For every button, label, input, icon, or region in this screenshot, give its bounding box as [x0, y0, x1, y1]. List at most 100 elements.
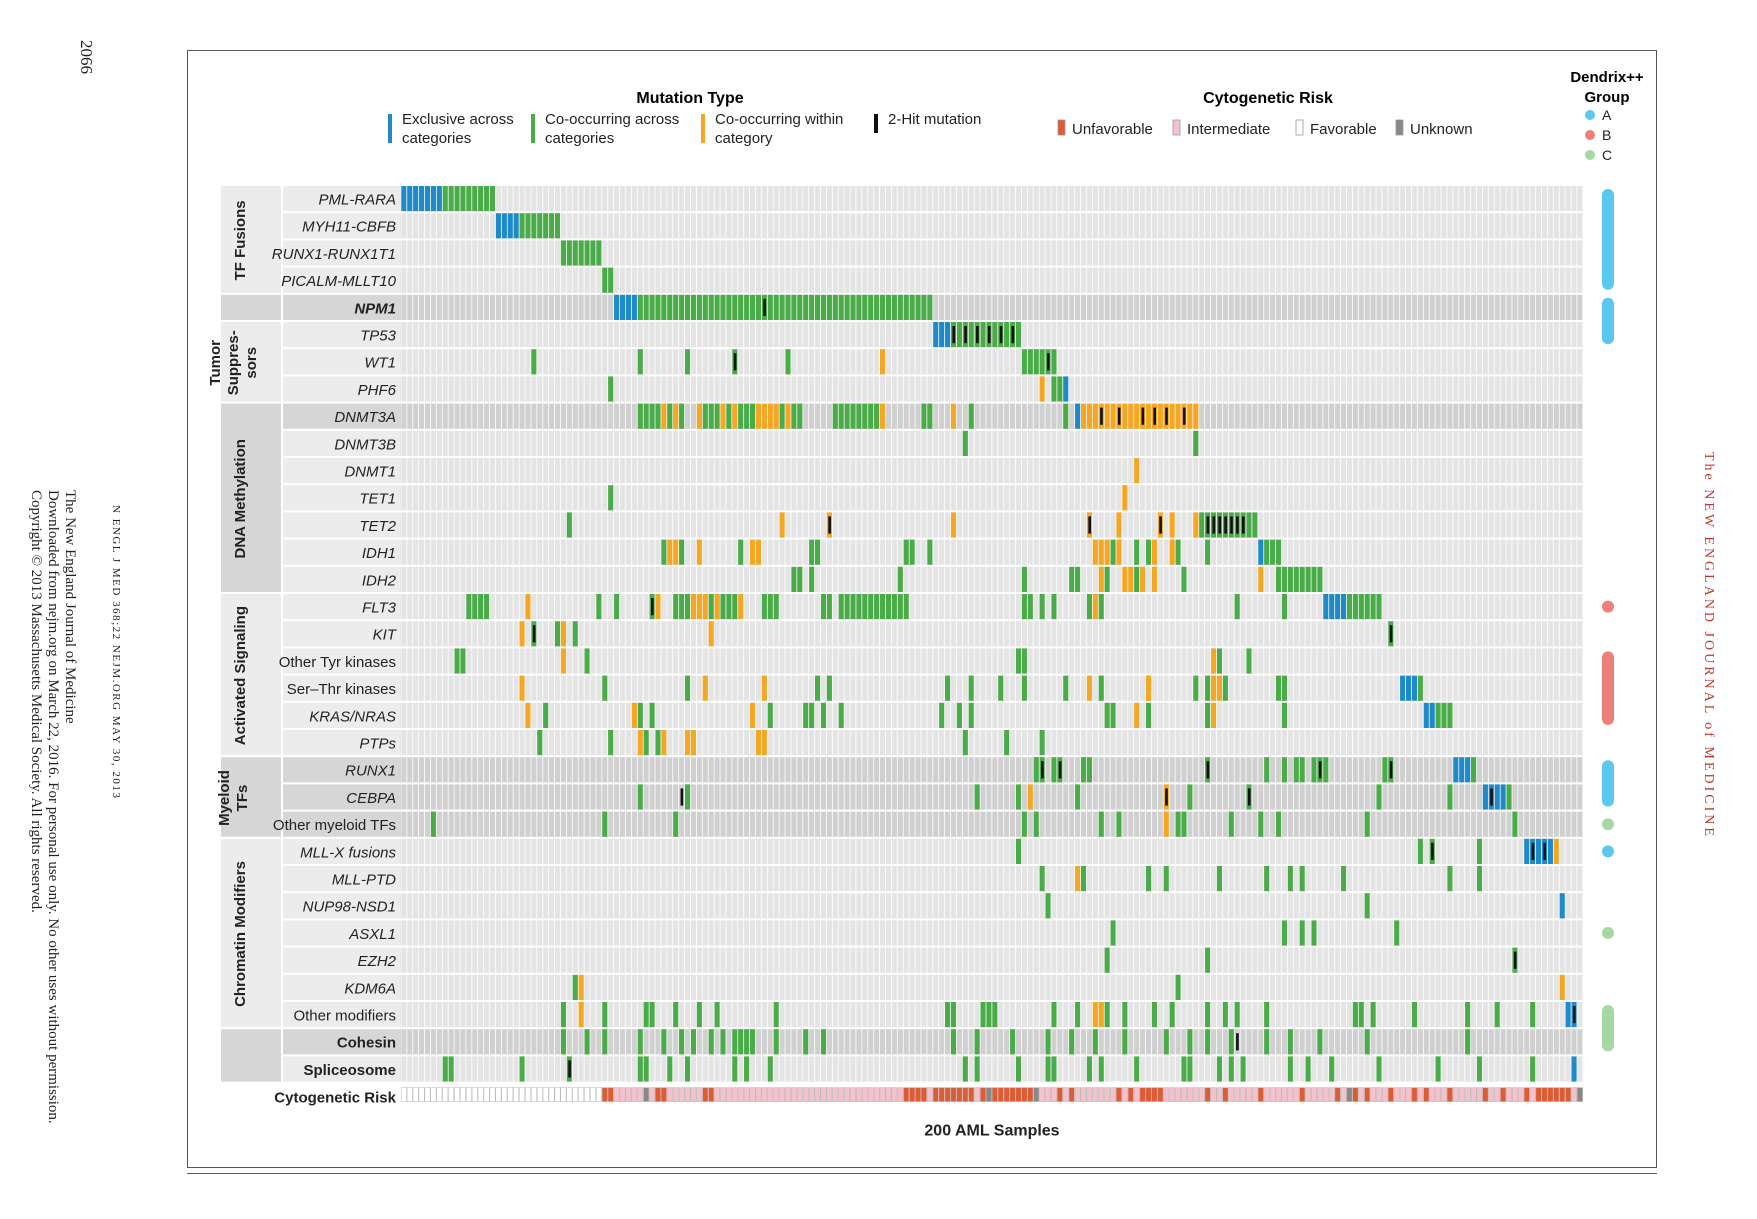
sample-cell: [1530, 757, 1536, 783]
sample-cell: [614, 213, 620, 239]
sample-cell: [838, 566, 844, 592]
sample-cell: [809, 186, 815, 212]
sample-cell: [832, 648, 838, 674]
sample-cell: [684, 186, 691, 212]
sample-cell: [1388, 648, 1394, 674]
sample-cell: [596, 730, 602, 756]
sample-cell: [501, 702, 507, 728]
sample-cell: [1358, 702, 1364, 728]
sample-cell: [484, 458, 490, 484]
sample-cell: [1530, 240, 1536, 266]
sample-cell: [619, 267, 626, 293]
sample-cell: [1423, 621, 1429, 647]
sample-cell: [1447, 757, 1453, 783]
sample-cell: [773, 267, 779, 293]
sample-cell: [962, 539, 968, 565]
mutation-mark-two-hit: [1236, 516, 1239, 534]
sample-cell: [1488, 430, 1494, 456]
sample-cell: [773, 566, 779, 592]
sample-cell: [1323, 648, 1329, 674]
sample-cell: [708, 648, 714, 674]
sample-cell: [1080, 621, 1087, 647]
sample-cell: [1400, 485, 1406, 511]
mutation-mark-cooccur: [1086, 594, 1092, 620]
sample-cell: [933, 376, 939, 402]
sample-cell: [572, 730, 578, 756]
sample-cell: [1092, 621, 1098, 647]
sample-cell: [744, 621, 750, 647]
mutation-mark-two-hit: [952, 326, 956, 344]
mutation-mark-cooccur: [874, 594, 880, 620]
sample-cell: [791, 349, 797, 375]
sample-cell: [1033, 675, 1039, 701]
sample-cell: [850, 458, 856, 484]
sample-cell: [1092, 512, 1098, 538]
mutation-mark-within: [1169, 539, 1175, 565]
sample-cell: [1222, 757, 1228, 783]
sample-cell: [702, 730, 708, 756]
sample-cell: [720, 240, 726, 266]
sample-cell: [1311, 702, 1317, 728]
sample-cell: [933, 566, 939, 592]
sample-cell: [1547, 702, 1553, 728]
sample-cell: [726, 485, 732, 511]
sample-cell: [1571, 213, 1577, 239]
sample-cell: [767, 186, 773, 212]
sample-cell: [489, 376, 496, 402]
sample-cell: [1299, 512, 1305, 538]
sample-cell: [986, 594, 992, 620]
sample-cell: [714, 322, 720, 348]
sample-cell: [832, 702, 838, 728]
sample-cell: [1181, 675, 1187, 701]
sample-cell: [413, 730, 419, 756]
mutation-mark-cooccur: [1270, 539, 1276, 565]
sample-cell: [1234, 566, 1240, 592]
sample-cell: [1246, 213, 1252, 239]
sample-cell: [1411, 757, 1418, 783]
sample-cell: [631, 322, 637, 348]
sample-cell: [1340, 757, 1347, 783]
sample-cell: [1293, 594, 1299, 620]
mutation-mark-cooccur: [826, 675, 832, 701]
sample-cell: [1553, 240, 1559, 266]
sample-cell: [773, 730, 779, 756]
sample-cell: [1376, 294, 1382, 320]
sample-cell: [436, 702, 442, 728]
sample-cell: [472, 539, 478, 565]
sample-cell: [478, 376, 484, 402]
sample-cell: [419, 240, 425, 266]
sample-cell: [1352, 757, 1358, 783]
sample-cell: [507, 621, 513, 647]
sample-cell: [649, 376, 655, 402]
sample-cell: [566, 322, 572, 348]
sample-cell: [448, 430, 454, 456]
sample-cell: [625, 730, 631, 756]
sample-cell: [1506, 757, 1512, 783]
sample-cell: [560, 186, 566, 212]
sample-cell: [1275, 267, 1282, 293]
sample-cell: [1394, 294, 1400, 320]
mutation-mark-within: [1193, 403, 1199, 429]
sample-cell: [1080, 267, 1087, 293]
sample-cell: [1027, 621, 1033, 647]
sample-cell: [525, 322, 531, 348]
sample-cell: [1394, 648, 1400, 674]
sample-cell: [1151, 648, 1157, 674]
sample-cell: [602, 730, 608, 756]
mutation-mark-exclusive: [407, 186, 413, 212]
sample-cell: [1441, 675, 1447, 701]
sample-cell: [1004, 648, 1010, 674]
sample-cell: [1270, 213, 1276, 239]
sample-cell: [1559, 566, 1565, 592]
sample-cell: [1518, 594, 1524, 620]
sample-cell: [1305, 430, 1311, 456]
sample-cell: [590, 566, 596, 592]
sample-cell: [1340, 512, 1347, 538]
sample-cell: [1494, 349, 1500, 375]
sample-cell: [1187, 430, 1193, 456]
mutation-mark-exclusive: [1453, 757, 1459, 783]
sample-cell: [1163, 485, 1169, 511]
sample-cell: [436, 376, 442, 402]
sample-cell: [962, 675, 968, 701]
sample-cell: [1051, 675, 1057, 701]
